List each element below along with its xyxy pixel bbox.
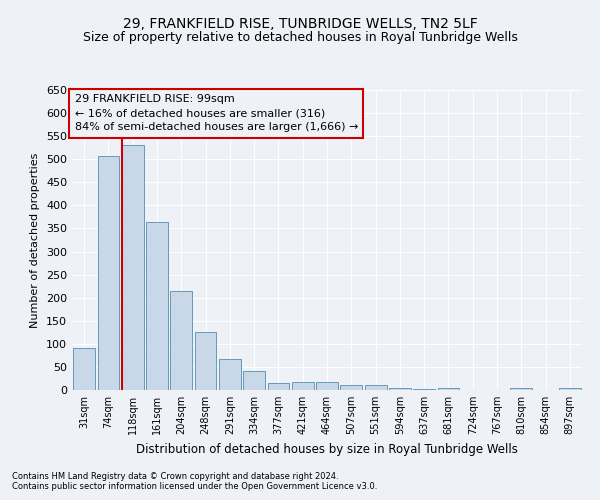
Bar	[340, 385, 362, 390]
Bar	[437, 388, 460, 390]
Text: 29 FRANKFIELD RISE: 99sqm
← 16% of detached houses are smaller (316)
84% of semi: 29 FRANKFIELD RISE: 99sqm ← 16% of detac…	[74, 94, 358, 132]
Y-axis label: Number of detached properties: Number of detached properties	[31, 152, 40, 328]
Text: 29, FRANKFIELD RISE, TUNBRIDGE WELLS, TN2 5LF: 29, FRANKFIELD RISE, TUNBRIDGE WELLS, TN…	[122, 18, 478, 32]
Bar	[316, 382, 338, 390]
Text: Contains HM Land Registry data © Crown copyright and database right 2024.: Contains HM Land Registry data © Crown c…	[12, 472, 338, 481]
Bar	[146, 222, 168, 390]
Bar	[365, 386, 386, 390]
Text: Size of property relative to detached houses in Royal Tunbridge Wells: Size of property relative to detached ho…	[83, 31, 517, 44]
Bar	[73, 348, 95, 390]
X-axis label: Distribution of detached houses by size in Royal Tunbridge Wells: Distribution of detached houses by size …	[136, 442, 518, 456]
Bar	[243, 370, 265, 390]
Bar	[194, 332, 217, 390]
Bar	[413, 389, 435, 390]
Bar	[219, 359, 241, 390]
Bar	[97, 156, 119, 390]
Bar	[268, 383, 289, 390]
Bar	[389, 388, 411, 390]
Text: Contains public sector information licensed under the Open Government Licence v3: Contains public sector information licen…	[12, 482, 377, 491]
Bar	[122, 146, 143, 390]
Bar	[559, 388, 581, 390]
Bar	[170, 291, 192, 390]
Bar	[511, 388, 532, 390]
Bar	[292, 382, 314, 390]
